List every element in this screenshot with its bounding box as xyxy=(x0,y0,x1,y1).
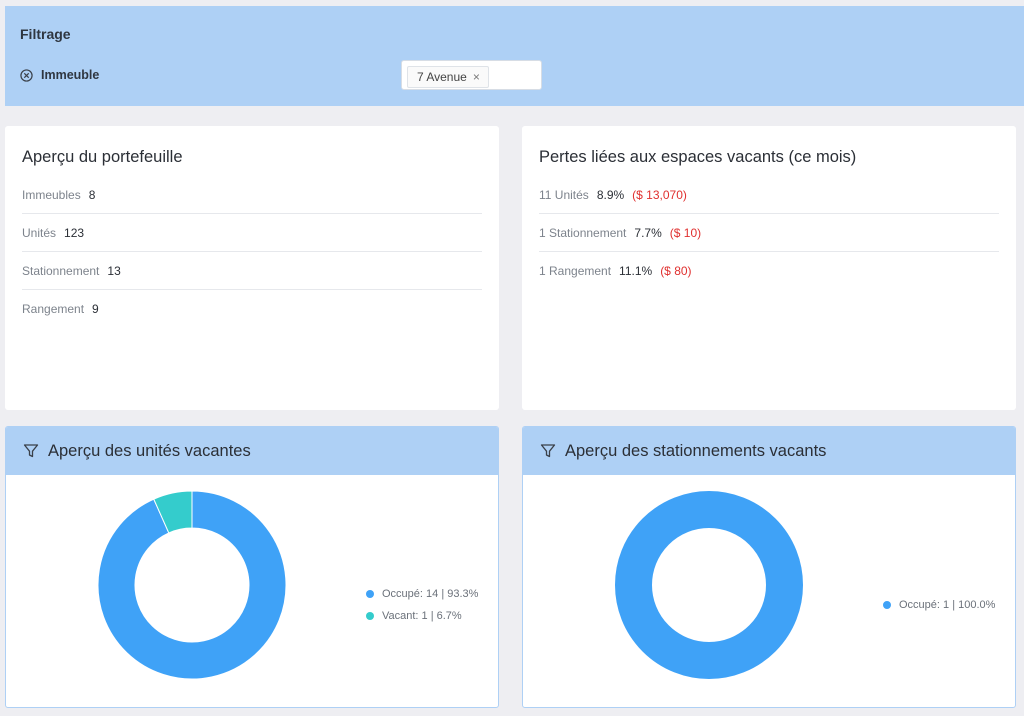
chart-header: Aperçu des stationnements vacants xyxy=(523,427,1015,475)
loss-row-parking: 1 Stationnement 7.7% ($ 10) xyxy=(539,214,999,252)
loss-amount: ($ 10) xyxy=(669,225,702,240)
vacancy-losses-card: Pertes liées aux espaces vacants (ce moi… xyxy=(522,126,1016,410)
portfolio-row-units: Unités 123 xyxy=(22,214,482,252)
filter-funnel-icon[interactable] xyxy=(540,443,556,459)
donut-slice-occup-[interactable] xyxy=(615,491,803,679)
stat-value: 13 xyxy=(107,263,121,278)
chart-area: Occupé: 14 | 93.3% Vacant: 1 | 6.7% xyxy=(6,475,498,707)
remove-chip-icon[interactable]: × xyxy=(472,70,480,84)
legend-label: Occupé: 1 | 100.0% xyxy=(899,599,996,611)
stat-label: Immeubles xyxy=(22,187,81,202)
portfolio-stat-list: Immeubles 8 Unités 123 Stationnement 13 … xyxy=(22,176,482,328)
legend-label: Occupé: 14 | 93.3% xyxy=(382,588,479,600)
loss-row-units: 11 Unités 8.9% ($ 13,070) xyxy=(539,176,999,214)
filter-title: Filtrage xyxy=(20,26,71,42)
legend-marker xyxy=(883,601,891,609)
loss-label: 11 Unités xyxy=(539,187,589,202)
legend-item[interactable]: Vacant: 1 | 6.7% xyxy=(366,605,478,627)
legend-marker xyxy=(366,612,374,620)
chip-label: 7 Avenue xyxy=(417,70,467,84)
vacant-parking-chart-card: Aperçu des stationnements vacants Occupé… xyxy=(522,426,1016,708)
portfolio-overview-card: Aperçu du portefeuille Immeubles 8 Unité… xyxy=(5,126,499,410)
legend-item[interactable]: Occupé: 14 | 93.3% xyxy=(366,583,478,605)
loss-amount: ($ 13,070) xyxy=(632,187,687,202)
chart-legend: Occupé: 14 | 93.3% Vacant: 1 | 6.7% xyxy=(366,583,478,627)
chart-area: Occupé: 1 | 100.0% xyxy=(523,475,1015,707)
portfolio-row-buildings: Immeubles 8 xyxy=(22,176,482,214)
clear-filter-icon[interactable] xyxy=(20,68,33,82)
filter-funnel-icon[interactable] xyxy=(23,443,39,459)
stat-value: 123 xyxy=(64,225,85,240)
donut-chart xyxy=(615,491,803,679)
donut-slice-vacant[interactable] xyxy=(153,490,193,534)
loss-row-storage: 1 Rangement 11.1% ($ 80) xyxy=(539,252,999,290)
chart-header: Aperçu des unités vacantes xyxy=(6,427,498,475)
donut-slice-occup-[interactable] xyxy=(97,490,287,680)
loss-percent: 11.1% xyxy=(619,264,653,278)
building-select-input[interactable]: 7 Avenue × xyxy=(401,60,542,90)
portfolio-title: Aperçu du portefeuille xyxy=(22,148,183,166)
loss-label: 1 Stationnement xyxy=(539,225,627,240)
filter-row-building: Immeuble xyxy=(20,68,99,82)
stat-value: 8 xyxy=(88,187,96,202)
losses-title: Pertes liées aux espaces vacants (ce moi… xyxy=(539,148,857,166)
portfolio-row-storage: Rangement 9 xyxy=(22,290,482,328)
loss-label: 1 Rangement xyxy=(539,264,612,278)
stat-label: Unités xyxy=(22,225,57,240)
stat-label: Rangement xyxy=(22,302,85,316)
stat-value: 9 xyxy=(92,302,99,316)
filter-panel: Filtrage Immeuble 7 Avenue × xyxy=(5,6,1024,106)
legend-marker xyxy=(366,590,374,598)
losses-stat-list: 11 Unités 8.9% ($ 13,070) 1 Stationnemen… xyxy=(539,176,999,290)
portfolio-row-parking: Stationnement 13 xyxy=(22,252,482,290)
filter-field-label: Immeuble xyxy=(41,68,100,82)
loss-percent: 8.9% xyxy=(596,187,625,202)
loss-amount: ($ 80) xyxy=(660,264,692,278)
chart-legend: Occupé: 1 | 100.0% xyxy=(883,594,995,616)
loss-percent: 7.7% xyxy=(634,225,662,240)
selected-building-chip: 7 Avenue × xyxy=(407,66,489,88)
legend-item[interactable]: Occupé: 1 | 100.0% xyxy=(883,594,995,616)
vacant-units-chart-card: Aperçu des unités vacantes Occupé: 14 | … xyxy=(5,426,499,708)
chart-title: Aperçu des unités vacantes xyxy=(48,441,251,460)
stat-label: Stationnement xyxy=(22,263,100,278)
legend-label: Vacant: 1 | 6.7% xyxy=(382,610,462,622)
chart-title: Aperçu des stationnements vacants xyxy=(565,441,827,460)
donut-chart xyxy=(97,490,287,680)
